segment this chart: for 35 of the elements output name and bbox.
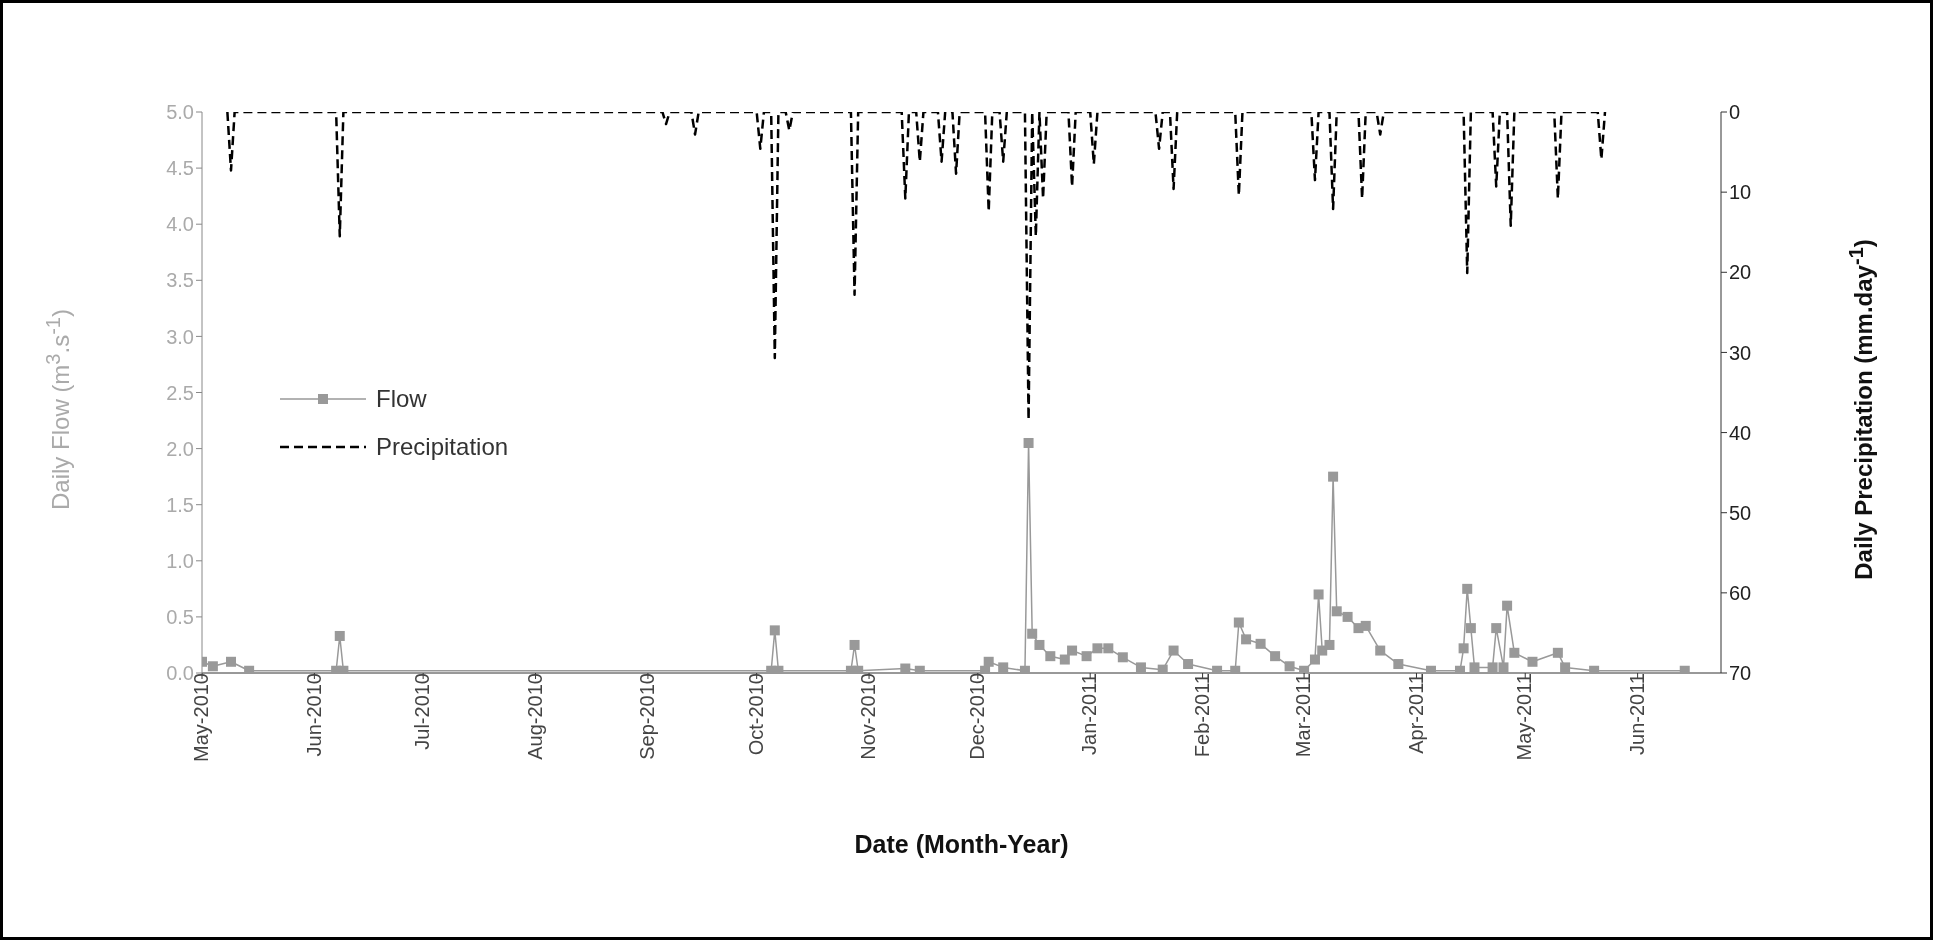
y-tick-label: 1.0 bbox=[166, 549, 194, 572]
y-tick-label: 3.5 bbox=[166, 269, 194, 292]
x-tick-label: Nov-2010 bbox=[857, 673, 880, 760]
x-tick-label: Mar-2011 bbox=[1292, 673, 1315, 758]
x-tick-label: May-2011 bbox=[1513, 673, 1536, 761]
y2-tick-label: 0 bbox=[1729, 101, 1741, 124]
legend-label: Flow bbox=[376, 385, 427, 413]
y-tick-label: 4.5 bbox=[166, 157, 194, 180]
x-tick-label: Feb-2011 bbox=[1190, 673, 1213, 758]
y2-tick-label: 30 bbox=[1729, 341, 1752, 364]
line-series bbox=[226, 112, 1607, 421]
y-tick-label: 5.0 bbox=[166, 101, 194, 124]
x-tick-label: Oct-2010 bbox=[744, 673, 767, 756]
y2-tick-label: 10 bbox=[1729, 181, 1752, 204]
x-axis-title: Date (Month-Year) bbox=[854, 830, 1069, 858]
y-tick-label: 4.0 bbox=[166, 213, 194, 236]
x-tick-label: Apr-2011 bbox=[1404, 673, 1427, 754]
y-tick-label: 3.0 bbox=[166, 325, 194, 348]
y2-tick-label: 40 bbox=[1729, 421, 1752, 444]
x-tick-label: Jun-2010 bbox=[302, 673, 325, 757]
x-tick-label: Jan-2011 bbox=[1078, 673, 1101, 755]
y2-tick-label: 60 bbox=[1729, 581, 1752, 604]
y-tick-label: 2.5 bbox=[166, 381, 194, 404]
y-tick-label: 1.5 bbox=[166, 493, 194, 516]
x-tick-label: Jul-2010 bbox=[411, 673, 434, 750]
legend-label: Precipitation bbox=[376, 433, 509, 461]
y-tick-label: 0.5 bbox=[166, 606, 194, 628]
y2-tick-label: 70 bbox=[1729, 662, 1752, 685]
x-tick-label: Jun-2011 bbox=[1625, 673, 1648, 755]
y2-tick-label: 50 bbox=[1729, 501, 1752, 524]
x-tick-label: Dec-2010 bbox=[966, 673, 989, 760]
x-tick-label: Aug-2010 bbox=[523, 673, 546, 760]
y2-tick-label: 20 bbox=[1729, 261, 1752, 284]
y-tick-label: 2.0 bbox=[166, 437, 194, 460]
x-tick-label: Sep-2010 bbox=[636, 673, 659, 760]
